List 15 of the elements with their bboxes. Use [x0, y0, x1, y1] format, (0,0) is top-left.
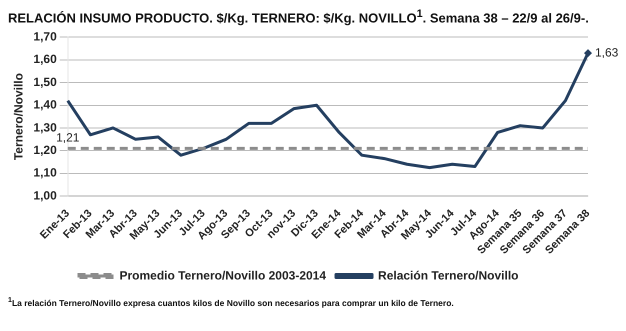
y-tick-label: 1,10 — [33, 166, 58, 180]
y-tick-label: 1,70 — [33, 30, 58, 44]
y-tick-label: 1,20 — [33, 143, 58, 158]
y-tick-label: 1,50 — [33, 75, 58, 90]
y-tick-label: 1,00 — [33, 188, 58, 203]
y-tick-label: 1,30 — [33, 120, 58, 135]
data-label: 1,63 — [595, 46, 619, 60]
y-tick-label: 1,40 — [33, 98, 58, 112]
chart-title: RELACIÓN INSUMO PRODUCTO. $/Kg. TERNERO: $/Kg. NOVILLO$^{1}$. Semana 38 – 22/9 al 26/9-. — [8, 8, 590, 26]
text: $^{1}$La relación Ternero/Novillo expresa cuantos kilos de Novillo son necesarios para comprar un kilo de Ternero. — [8, 296, 455, 308]
legend-label: Relación Ternero/Novillo — [378, 268, 519, 283]
y-tick-label: 1,60 — [33, 52, 58, 67]
data-label: 1,21 — [56, 131, 80, 146]
y-axis-title: Ternero/Novillo — [12, 73, 26, 160]
legend-label: Promedio Ternero/Novillo 2003-2014 — [120, 268, 326, 283]
